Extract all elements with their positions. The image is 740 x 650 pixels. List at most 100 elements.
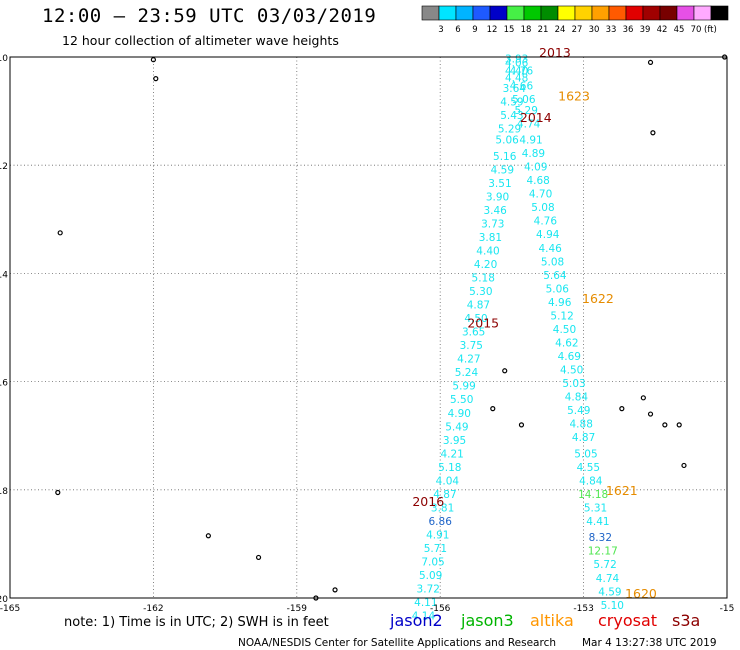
island-outline <box>647 411 654 417</box>
swh-value: 3.72 <box>417 584 440 596</box>
swh-value: 5.05 <box>574 448 597 460</box>
island-outline <box>650 130 656 136</box>
swh-value: 3.90 <box>486 191 509 203</box>
legend-item-jason3: jason3 <box>460 611 514 630</box>
colorbar-tick-label: 6 <box>455 25 460 35</box>
swh-value: 5.29 <box>515 105 538 117</box>
swh-value: 5.50 <box>450 394 473 406</box>
x-tick-label: -15 <box>720 604 735 614</box>
altimeter-tracks: 3.934.064.404.483.644.595.435.295.065.16… <box>412 53 624 622</box>
swh-value: 5.03 <box>562 378 585 390</box>
swh-value: 4.46 <box>538 243 562 255</box>
colorbar-swatch <box>438 5 457 21</box>
island-outline <box>662 422 668 428</box>
colorbar-tick-label: 18 <box>521 25 532 35</box>
swh-value: 5.49 <box>445 421 468 433</box>
swh-value: 3.51 <box>488 178 511 190</box>
colorbar-swatch <box>676 5 695 21</box>
island-outline <box>518 422 525 428</box>
legend-item-s3a: s3a <box>672 611 700 630</box>
swh-value: 4.74 <box>517 118 541 130</box>
swh-value: 4.91 <box>519 135 542 147</box>
swh-value: 4.89 <box>522 148 545 160</box>
x-tick-label: -156 <box>430 604 451 614</box>
y-tick-label: -10 <box>0 54 8 64</box>
x-tick-label: -165 <box>0 604 20 614</box>
island-outline <box>150 57 156 63</box>
swh-value: 5.18 <box>438 462 461 474</box>
swh-value: 5.06 <box>512 94 536 106</box>
swh-value: 14.18 <box>578 489 608 501</box>
colorbar-tick-label: 9 <box>472 25 477 35</box>
swh-value: 5.72 <box>593 559 616 571</box>
footer-credit: NOAA/NESDIS Center for Satellite Applica… <box>238 637 556 649</box>
swh-value: 4.09 <box>524 162 547 174</box>
swh-value: 4.50 <box>560 364 583 376</box>
island-outline <box>619 406 625 412</box>
swh-value: 4.40 <box>505 65 528 77</box>
pass-time-labels: 2013 1623 2014 1622 2015 1621 2016 1620 <box>412 45 657 601</box>
swh-value: 3.81 <box>431 502 454 514</box>
swh-value: 7.05 <box>421 557 444 569</box>
swh-value: 4.70 <box>529 189 552 201</box>
swh-value: 3.73 <box>481 218 504 230</box>
swh-value: 4.74 <box>596 573 620 585</box>
swh-value: 5.49 <box>567 405 590 417</box>
colorbar: 3 6 9 12 15 18 21 24 27 30 33 36 39 42 45 70 (ft) <box>421 5 729 35</box>
island-outline <box>205 533 211 539</box>
pass-time-label: 2016 <box>412 494 444 509</box>
pass-time-label: 2013 <box>539 45 571 60</box>
x-tick-label: -159 <box>287 604 308 614</box>
swh-value: 4.21 <box>440 448 463 460</box>
colorbar-swatch <box>455 5 474 21</box>
colorbar-swatch <box>608 5 627 21</box>
pass-time-label: 1623 <box>558 88 590 103</box>
island-outline <box>676 422 682 428</box>
colorbar-tick-label: 24 <box>555 25 566 35</box>
colorbar-tick-label: 12 <box>487 25 498 35</box>
colorbar-swatch <box>642 5 661 21</box>
swh-value: 3.75 <box>460 340 483 352</box>
y-tick-label: -20 <box>0 595 8 605</box>
swh-value: 3.93 <box>505 53 528 65</box>
island-outline <box>57 230 63 236</box>
swh-value: 5.71 <box>424 543 447 555</box>
island-outline <box>681 462 687 469</box>
swh-value: 4.87 <box>572 432 595 444</box>
colorbar-swatch <box>557 5 576 21</box>
swh-value: 4.59 <box>598 586 621 598</box>
swh-value: 4.62 <box>555 337 578 349</box>
colorbar-tick-label: 27 <box>572 25 583 35</box>
colorbar-swatch <box>506 5 525 21</box>
swh-value: 3.95 <box>443 435 466 447</box>
pass-time-label: 1622 <box>582 291 614 306</box>
swh-value: 4.68 <box>526 175 549 187</box>
swh-value: 4.41 <box>586 516 609 528</box>
colorbar-tick-label: 70 <box>691 25 702 35</box>
swh-value: 4.50 <box>553 324 576 336</box>
swh-value: 5.31 <box>584 502 607 514</box>
pass-time-label: 2015 <box>467 316 499 331</box>
swh-value: 4.91 <box>426 529 449 541</box>
colorbar-swatch <box>540 5 559 21</box>
swh-value: 3.81 <box>479 232 502 244</box>
swh-value: 5.06 <box>495 135 519 147</box>
colorbar-swatch <box>523 5 542 21</box>
island-outlines <box>55 54 728 601</box>
swh-value: 12.17 <box>588 546 618 558</box>
swh-value: 5.09 <box>419 570 442 582</box>
swh-value: 5.24 <box>455 367 479 379</box>
swh-value: 4.94 <box>536 229 560 241</box>
swh-value: 5.06 <box>546 283 570 295</box>
island-outline <box>255 554 262 561</box>
swh-value: 4.04 <box>436 475 460 487</box>
colorbar-swatch <box>472 5 491 21</box>
colorbar-tick-label: 3 <box>438 25 443 35</box>
map-title: 12:00 – 23:59 UTC 03/03/2019 <box>42 5 377 27</box>
colorbar-swatch <box>421 5 440 21</box>
swh-value: 8.32 <box>589 532 612 544</box>
axis-tick-labels: -165 -162 -159 -156 -153 -15 -10 -12 -14 -16 -18 -2… <box>0 54 734 614</box>
colorbar-tick-label: 15 <box>504 25 515 35</box>
swh-value: 4.76 <box>534 216 558 228</box>
